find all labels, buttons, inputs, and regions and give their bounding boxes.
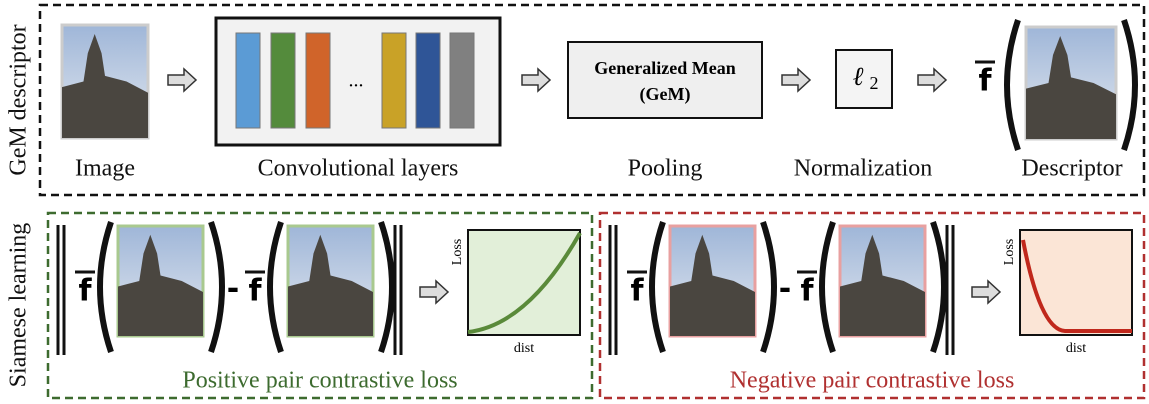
paren xyxy=(378,221,395,353)
paren xyxy=(208,221,225,353)
building xyxy=(288,234,373,336)
section-frame xyxy=(38,3,1146,197)
building xyxy=(62,34,148,138)
loss-curve xyxy=(467,232,582,334)
paren xyxy=(930,221,947,353)
arrow xyxy=(167,67,198,93)
pooling-box xyxy=(567,41,763,119)
f-symbol: f xyxy=(78,274,92,309)
axis-label: Loss xyxy=(450,239,465,265)
ellipsis: ... xyxy=(349,70,364,92)
paren xyxy=(267,221,284,353)
caption: Convolutional layers xyxy=(258,156,459,182)
building xyxy=(118,234,203,336)
paren xyxy=(1121,19,1138,151)
paren xyxy=(1004,19,1021,151)
panel-caption: Negative pair contrastive loss xyxy=(730,368,1015,394)
panel-caption: Positive pair contrastive loss xyxy=(182,368,457,394)
paren xyxy=(760,221,777,353)
minus: - xyxy=(227,272,239,307)
building xyxy=(840,234,925,336)
norm-subscript: 2 xyxy=(870,73,879,93)
axis-label: Loss xyxy=(1002,239,1017,265)
norm-symbol: ℓ xyxy=(853,62,864,91)
f-symbol: f xyxy=(248,274,262,309)
plot-area xyxy=(1019,229,1133,336)
building xyxy=(670,234,755,336)
arrow xyxy=(781,67,812,93)
caption: Pooling xyxy=(628,156,703,182)
caption: Normalization xyxy=(794,156,933,182)
caption: Image xyxy=(75,156,135,182)
building xyxy=(1026,35,1116,139)
paren xyxy=(819,221,836,353)
arrow xyxy=(521,67,552,93)
panel-frame xyxy=(46,211,594,400)
norm-box xyxy=(835,49,893,109)
conv-layers xyxy=(235,32,475,129)
f-symbol: f xyxy=(978,64,992,99)
paren xyxy=(97,221,114,353)
caption: Descriptor xyxy=(1021,156,1122,182)
section-label: Siamese learning xyxy=(6,223,32,388)
arrow xyxy=(917,67,948,93)
section-label: GeM descriptor xyxy=(6,24,32,175)
paren xyxy=(649,221,666,353)
arrow xyxy=(971,279,1002,305)
box-text: (GeM) xyxy=(640,84,691,105)
axis-label: dist xyxy=(514,341,534,356)
axis-label: dist xyxy=(1066,341,1086,356)
loss-curve xyxy=(1021,239,1132,333)
f-symbol: f xyxy=(630,274,644,309)
panel-frame xyxy=(598,211,1146,400)
minus: - xyxy=(779,272,791,307)
plot-area xyxy=(467,229,581,336)
box-text: Generalized Mean xyxy=(594,58,735,78)
arrow xyxy=(419,279,450,305)
f-symbol: f xyxy=(800,274,814,309)
